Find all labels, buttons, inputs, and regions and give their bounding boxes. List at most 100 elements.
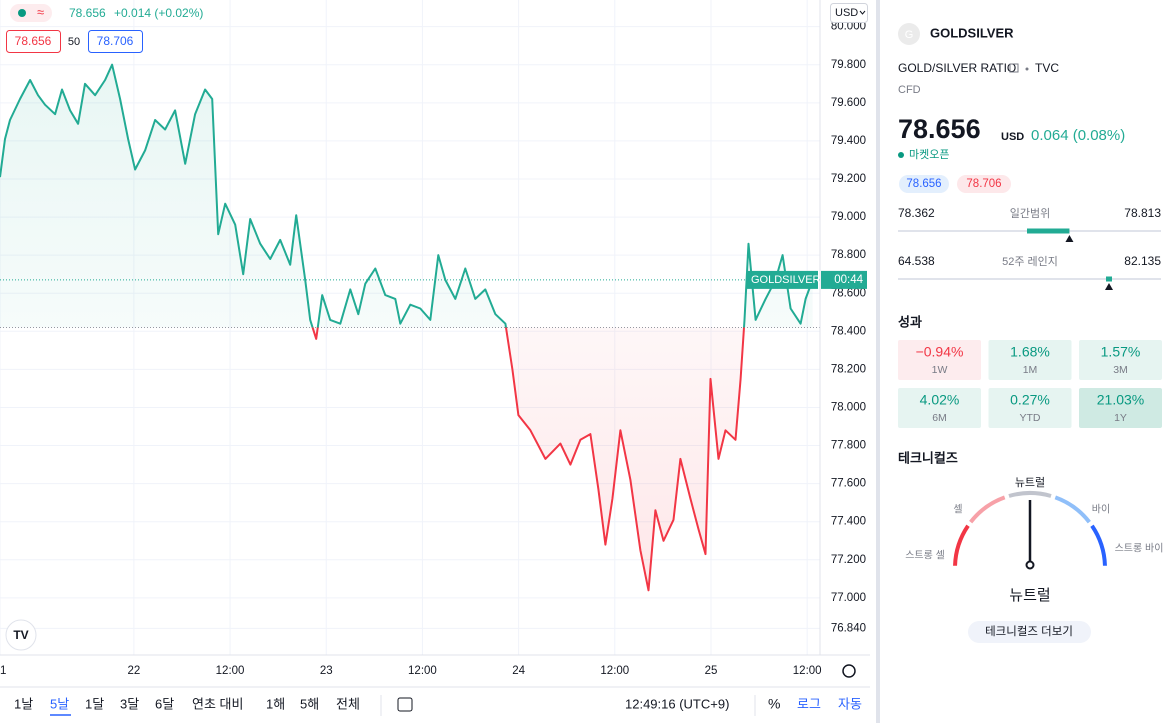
sell-price: 78.656 <box>15 34 52 48</box>
legend-price: 78.656 <box>69 6 106 20</box>
market-dot <box>898 152 904 158</box>
performance-tile <box>988 388 1072 428</box>
range-button[interactable]: 3달 <box>120 696 139 711</box>
rating: 뉴트럴 <box>1009 587 1050 604</box>
status-dot <box>18 9 26 17</box>
currency: USD <box>835 7 858 19</box>
performance-value: 4.02% <box>920 392 960 408</box>
ask: 78.706 <box>966 178 1001 190</box>
range-button[interactable]: 1달 <box>85 696 104 711</box>
countdown-box <box>821 270 867 289</box>
percent[interactable]: % <box>768 696 780 712</box>
more-button[interactable] <box>968 621 1091 643</box>
bid-pill <box>899 175 949 193</box>
range-high: 82.135 <box>1124 254 1161 268</box>
range-low: 78.362 <box>898 206 935 220</box>
range-button[interactable]: 1날 <box>14 696 33 711</box>
panel-price: 78.656 <box>898 114 981 144</box>
buy-price: 78.706 <box>97 34 134 48</box>
performance-label: 6M <box>932 412 947 424</box>
y-tick-label: 78.000 <box>831 402 866 414</box>
x-tick-label: 12:00 <box>793 665 822 677</box>
ask-pill <box>957 175 1011 193</box>
range-label: 52주 레인지 <box>1002 255 1058 268</box>
range-button[interactable]: 전체 <box>336 696 360 711</box>
ranges: 1날 5날 1달 3달 6달 연초 대비 1해 5해 전체 <box>14 696 360 716</box>
y-tick-label: 80.000 <box>831 21 866 33</box>
gauge-strong-sell: 스트롱 셀 <box>905 550 945 562</box>
range-button[interactable]: 6달 <box>155 696 174 711</box>
gauge-sell: 셀 <box>953 504 962 516</box>
buy-box[interactable] <box>88 30 143 53</box>
legend-change: +0.014 (+0.02%) <box>114 6 203 20</box>
gauge-arc <box>1054 495 1091 524</box>
y-tick-label: 79.400 <box>831 135 866 147</box>
y-tick-label: 78.600 <box>831 287 866 299</box>
logo[interactable] <box>5 619 37 651</box>
performance-title: 성과 <box>898 314 922 329</box>
range-fill <box>1106 276 1113 282</box>
range-button[interactable]: 1해 <box>266 696 285 711</box>
range-button[interactable]: 연초 대비 <box>192 696 243 711</box>
performance-label: YTD <box>1020 412 1041 424</box>
market-status: 마켓오픈 <box>909 148 949 161</box>
area <box>0 64 813 591</box>
x-tick-label: 22 <box>127 665 140 677</box>
more-label: 테크니컬즈 더보기 <box>985 625 1073 638</box>
symbol[interactable]: GOLDSILVER <box>930 25 1014 40</box>
performance-label: 3M <box>1113 364 1128 376</box>
gauge-strong-buy: 스트롱 바이 <box>1115 543 1164 555</box>
performance: −0.94% 1W 1.68% 1M 1.57% 3M 4.02% 6M 0.27% YTD 21.… <box>898 340 1162 428</box>
gauge-neutral: 뉴트럴 <box>1015 476 1045 489</box>
line <box>0 63 814 592</box>
status-pill[interactable] <box>10 4 52 22</box>
external-link[interactable] <box>1009 63 1019 73</box>
gauge-arc <box>1008 491 1052 498</box>
bid: 78.656 <box>906 178 941 190</box>
countdown: 00:44 <box>834 274 863 286</box>
symbol-label-box <box>747 270 818 289</box>
y-tick-label: 78.800 <box>831 249 866 261</box>
avatar <box>898 23 920 45</box>
technicals-title: 테크니컬즈 <box>898 450 958 465</box>
exchange: TVC <box>1035 61 1059 75</box>
log[interactable]: 로그 <box>797 696 821 711</box>
y-tick-label: 77.800 <box>831 440 866 452</box>
kind: CFD <box>898 84 921 96</box>
performance-label: 1Y <box>1114 412 1127 424</box>
clock[interactable]: 12:49:16 (UTC+9) <box>625 696 729 711</box>
range-button[interactable]: 5날 <box>50 696 69 711</box>
avatar-letter: G <box>905 29 914 41</box>
range-high: 78.813 <box>1124 206 1161 220</box>
gauge-arc <box>969 495 1006 524</box>
splitter[interactable] <box>876 0 880 723</box>
settings[interactable] <box>842 664 856 678</box>
caret <box>859 10 866 15</box>
y-tick-label: 79.200 <box>831 173 866 185</box>
currency-button[interactable] <box>830 3 868 23</box>
y-tick-label: 78.200 <box>831 363 866 375</box>
range-low: 64.538 <box>898 254 935 268</box>
y-tick-label: 77.600 <box>831 478 866 490</box>
gauge <box>953 491 1107 566</box>
range-button[interactable]: 5해 <box>300 696 319 711</box>
needle-pivot <box>1025 560 1035 570</box>
y-tick-label: 77.400 <box>831 516 866 528</box>
gauge-arc <box>953 524 970 566</box>
performance-value: 0.27% <box>1010 392 1050 408</box>
performance-value: 21.03% <box>1097 392 1144 408</box>
x-tick-label: 12:00 <box>216 665 245 677</box>
auto[interactable]: 자동 <box>838 696 862 711</box>
y-tick-label: 77.200 <box>831 554 866 566</box>
spread: 50 <box>68 36 80 48</box>
time-axis: 1 22 12:00 23 12:00 24 12:00 25 12:00 <box>0 665 822 677</box>
performance-tile <box>898 340 981 380</box>
panel-currency: USD <box>1001 131 1024 143</box>
sell-box[interactable] <box>6 30 61 53</box>
calendar[interactable] <box>397 697 413 712</box>
x-tick-label: 25 <box>705 665 718 677</box>
x-tick-label: 12:00 <box>600 665 629 677</box>
range-fill <box>1027 228 1070 234</box>
price-axis: 80.000 79.800 79.600 79.400 79.200 79.000 78.8… <box>831 21 866 635</box>
